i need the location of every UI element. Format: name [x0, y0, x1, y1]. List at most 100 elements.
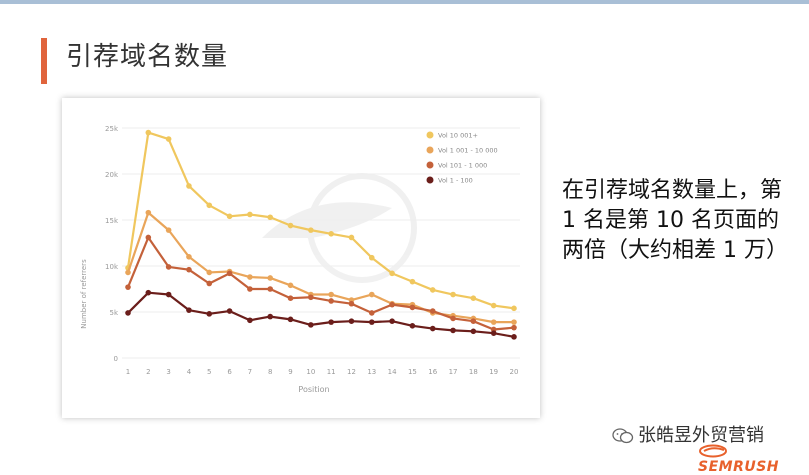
data-point [247, 211, 253, 218]
data-point [206, 311, 213, 317]
x-tick-label: 10 [306, 368, 315, 376]
legend-label: Vol 101 - 1 000 [438, 162, 487, 170]
data-point [429, 325, 436, 332]
top-border [0, 0, 809, 4]
data-point [368, 254, 375, 261]
data-point [368, 310, 375, 316]
title-accent-bar [41, 38, 47, 84]
data-point [165, 264, 172, 270]
series-3 [125, 234, 517, 333]
data-point [328, 319, 334, 325]
series-4 [125, 289, 517, 340]
data-point [125, 269, 131, 276]
data-point [511, 324, 517, 331]
x-tick-label: 18 [469, 368, 478, 376]
x-tick-label: 19 [489, 368, 498, 376]
data-point [247, 286, 253, 292]
data-point [287, 295, 294, 301]
data-point [226, 213, 233, 220]
x-axis-label: Position [298, 385, 329, 394]
x-tick-label: 13 [367, 368, 376, 376]
series-line [126, 131, 515, 310]
data-point [368, 291, 375, 298]
data-point [429, 308, 436, 314]
x-tick-label: 15 [408, 368, 417, 376]
x-tick-label: 2 [146, 368, 150, 376]
x-tick-label: 8 [268, 368, 272, 376]
legend-label: Vol 10 001+ [438, 132, 478, 140]
x-tick-label: 1 [126, 368, 130, 376]
data-point [125, 284, 131, 290]
footer-account: 张皓昱外贸营销 [612, 421, 764, 447]
series-line [126, 211, 514, 324]
data-point [328, 231, 334, 237]
data-point [429, 287, 436, 293]
legend-label: Vol 1 001 - 10 000 [438, 147, 498, 155]
legend-marker [426, 131, 434, 139]
x-tick-label: 17 [449, 368, 458, 376]
data-point [186, 307, 192, 313]
data-point [389, 318, 395, 324]
data-point [145, 289, 152, 296]
data-point [206, 202, 213, 209]
slide-title: 引荐域名数量 [66, 42, 229, 72]
data-point [206, 269, 213, 276]
data-point [308, 294, 314, 301]
footer-account-name: 张皓昱外贸营销 [638, 425, 764, 446]
data-point [450, 291, 456, 298]
data-point [470, 328, 477, 335]
series-group [125, 129, 517, 340]
data-point [267, 313, 274, 320]
x-tick-label: 3 [166, 368, 170, 376]
data-point [165, 227, 172, 233]
x-tick-label: 16 [428, 368, 437, 376]
data-point [348, 318, 355, 324]
data-point [389, 301, 395, 308]
data-point [490, 302, 497, 309]
y-tick-label: 15k [105, 217, 119, 225]
x-tick-label: 9 [288, 368, 292, 376]
data-point [511, 319, 517, 325]
x-tick-label: 5 [207, 368, 211, 376]
watermark-logo [262, 173, 417, 283]
data-point [145, 234, 152, 241]
data-point [145, 129, 152, 136]
legend-marker [426, 176, 434, 184]
data-point [409, 304, 416, 311]
x-tick-label: 4 [187, 368, 192, 376]
data-point [186, 254, 192, 260]
wechat-icon [612, 428, 634, 444]
data-point [186, 183, 192, 189]
data-point [328, 291, 334, 298]
x-tick-label: 6 [227, 368, 232, 376]
data-point [145, 209, 152, 216]
brand-name: SEMRUSH [698, 459, 780, 475]
data-point [328, 298, 334, 304]
x-tick-label: 14 [388, 368, 397, 376]
legend-label: Vol 1 - 100 [438, 177, 473, 185]
y-tick-label: 0 [114, 355, 118, 363]
data-point [409, 323, 416, 329]
data-point [186, 266, 192, 273]
data-point [267, 286, 274, 292]
data-point [348, 300, 355, 307]
series-line [127, 291, 515, 338]
footer-brand: SEMRUSH [698, 443, 809, 475]
data-point [490, 330, 497, 336]
data-point [470, 318, 477, 324]
fire-icon [699, 444, 727, 458]
x-tick-label: 11 [327, 368, 336, 376]
data-point [308, 227, 314, 233]
data-point [308, 322, 314, 328]
data-point [470, 295, 477, 301]
data-point [450, 315, 456, 322]
data-point [450, 327, 456, 334]
y-tick-label: 25k [105, 125, 119, 133]
x-tick-label: 12 [347, 368, 356, 376]
y-tick-label: 20k [105, 171, 119, 179]
data-point [206, 280, 213, 287]
data-point [125, 310, 131, 316]
series-2 [125, 209, 517, 325]
data-point [226, 270, 233, 277]
y-tick-label: 10k [105, 263, 119, 271]
